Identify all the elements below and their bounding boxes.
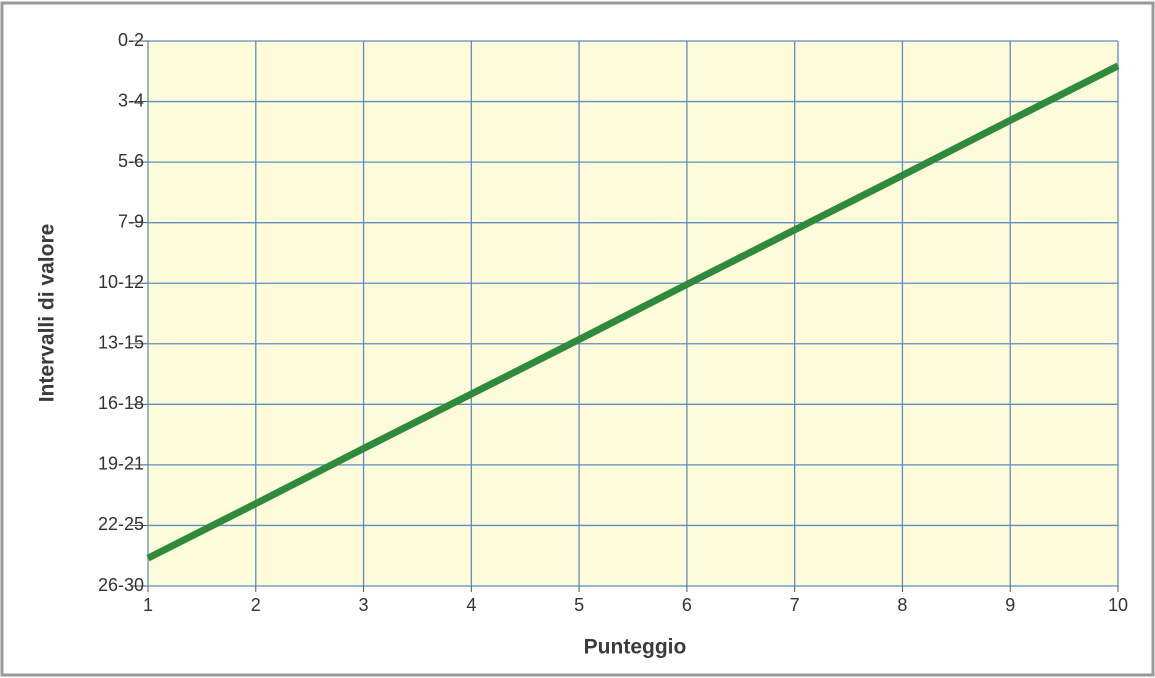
y-tick-label: 19-21 [98, 454, 144, 474]
x-tick-label: 9 [1005, 595, 1015, 615]
x-tick-label: 5 [574, 595, 584, 615]
y-tick-label: 22-25 [98, 514, 144, 534]
x-axis-title: Punteggio [584, 636, 687, 659]
y-tick-label: 0-2 [118, 30, 144, 50]
y-tick-label: 10-12 [98, 272, 144, 292]
y-axis-title: Intervalli di valore [36, 224, 59, 403]
x-tick-label: 7 [790, 595, 800, 615]
x-tick-label: 10 [1108, 595, 1128, 615]
x-tick-label: 2 [251, 595, 261, 615]
y-tick-label: 5-6 [118, 151, 144, 171]
x-tick-label: 3 [359, 595, 369, 615]
y-tick-label: 16-18 [98, 393, 144, 413]
x-tick-label: 4 [466, 595, 476, 615]
x-tick-label: 1 [143, 595, 153, 615]
y-tick-label: 13-15 [98, 333, 144, 353]
line [146, 62, 1120, 562]
y-tick-label: 7-9 [118, 211, 144, 231]
x-tick-label: 6 [682, 595, 692, 615]
x-tick-label: 8 [897, 595, 907, 615]
y-tick-label: 26-30 [98, 575, 144, 595]
y-tick-label: 3-4 [118, 90, 144, 110]
